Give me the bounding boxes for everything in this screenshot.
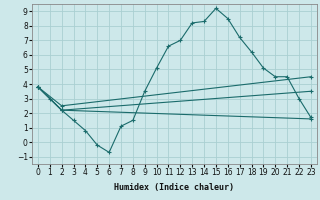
X-axis label: Humidex (Indice chaleur): Humidex (Indice chaleur) (115, 183, 234, 192)
